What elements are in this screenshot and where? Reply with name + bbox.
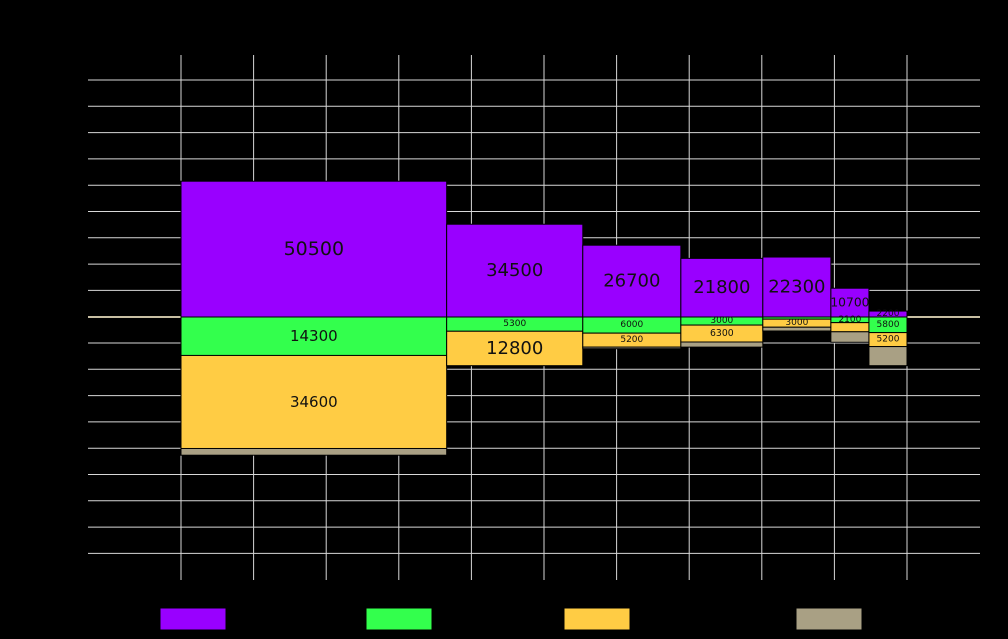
- bar-segment: [582, 346, 682, 350]
- legend-swatch: [365, 607, 433, 631]
- legend-swatch: [795, 607, 863, 631]
- data-label: 5800: [877, 320, 900, 330]
- data-label: 10700: [830, 296, 869, 310]
- legend-swatch: [159, 607, 227, 631]
- bar-segment: [446, 223, 584, 318]
- data-label: 3000: [785, 318, 808, 328]
- bar-segment: [180, 354, 448, 449]
- bar-segment: [446, 330, 584, 367]
- data-label: 2100: [838, 315, 861, 325]
- bar-segment: [180, 447, 448, 456]
- value-labels: 50500 14300 34600 34500 5300 12800 26700 6000 52…: [284, 238, 900, 411]
- data-label: 6300: [710, 328, 734, 339]
- data-label: 3000: [710, 316, 733, 326]
- data-label: 2200: [877, 309, 900, 319]
- legend: [159, 607, 863, 631]
- data-label: 34500: [486, 260, 543, 281]
- bar-segment: [868, 346, 908, 367]
- bars: [180, 180, 908, 456]
- data-label: 5300: [503, 319, 526, 329]
- data-label: 34600: [290, 393, 338, 411]
- data-label: 14300: [290, 327, 338, 345]
- bar-segment: [680, 257, 764, 318]
- data-label: 5200: [620, 335, 643, 345]
- data-label: 50500: [284, 238, 344, 260]
- data-label: 22300: [768, 277, 825, 298]
- bar-segment: [180, 180, 448, 318]
- data-label: 6000: [620, 320, 643, 330]
- bar-segment: [830, 331, 870, 343]
- data-label: 26700: [603, 271, 660, 292]
- data-label: 21800: [693, 277, 750, 298]
- data-label: 12800: [486, 338, 543, 359]
- bar-segment: [680, 341, 764, 348]
- legend-swatch: [563, 607, 631, 631]
- bar-segment: [582, 244, 682, 318]
- data-label: 5200: [877, 335, 900, 345]
